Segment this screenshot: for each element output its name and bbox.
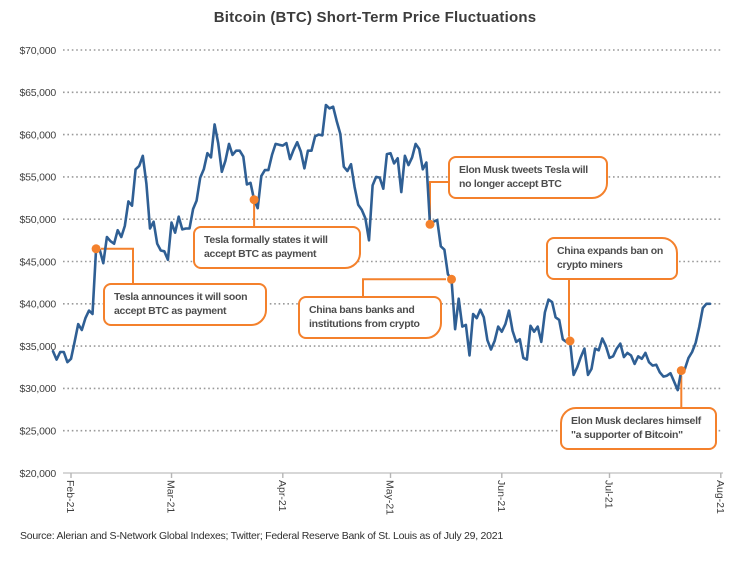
y-tick-label: $30,000 [19,383,56,395]
y-tick-label: $45,000 [19,256,56,268]
annotation-tesla-announces-btc: Tesla announces it will soon accept BTC … [103,283,267,327]
x-tick-label: Mar-21 [165,480,177,513]
y-tick-label: $60,000 [19,129,56,141]
x-tick-label: Aug-21 [714,480,726,514]
source-note: Source: Alerian and S-Network Global Ind… [20,530,503,542]
annotation-connector [429,181,449,219]
annotation-dot [249,195,259,205]
annotation-dot [676,366,686,376]
chart-title: Bitcoin (BTC) Short-Term Price Fluctuati… [213,9,537,26]
annotation-dot [447,274,456,284]
y-tick-label: $55,000 [19,172,56,184]
annotation-musk-supporter: Elon Musk declares himself "a supporter … [560,407,717,451]
y-tick-label: $65,000 [19,87,56,99]
annotation-connector [101,247,134,284]
x-tick-label: Feb-21 [64,480,76,513]
y-tick-label: $35,000 [19,341,56,353]
annotation-china-bans-banks: China bans banks and institutions from c… [298,296,442,340]
y-tick-label: $20,000 [19,468,56,480]
y-tick-label: $25,000 [19,426,56,438]
annotation-dot [91,244,101,254]
y-tick-label: $40,000 [19,299,56,311]
y-tick-label: $70,000 [19,45,56,57]
annotation-dot [425,219,435,229]
annotation-musk-no-longer-accept: Elon Musk tweets Tesla will no longer ac… [448,156,608,200]
annotation-dot [565,336,575,346]
price-line [51,103,712,392]
annotation-china-expands-ban: China expands ban on crypto miners [546,237,678,281]
x-tick-label: May-21 [384,480,396,515]
annotation-connector [362,278,446,297]
y-tick-label: $50,000 [19,214,56,226]
x-tick-label: Jun-21 [495,480,507,512]
x-tick-label: Jul-21 [603,480,615,509]
annotation-tesla-formally-accepts: Tesla formally states it will accept BTC… [193,226,361,270]
x-tick-label: Apr-21 [276,480,288,512]
